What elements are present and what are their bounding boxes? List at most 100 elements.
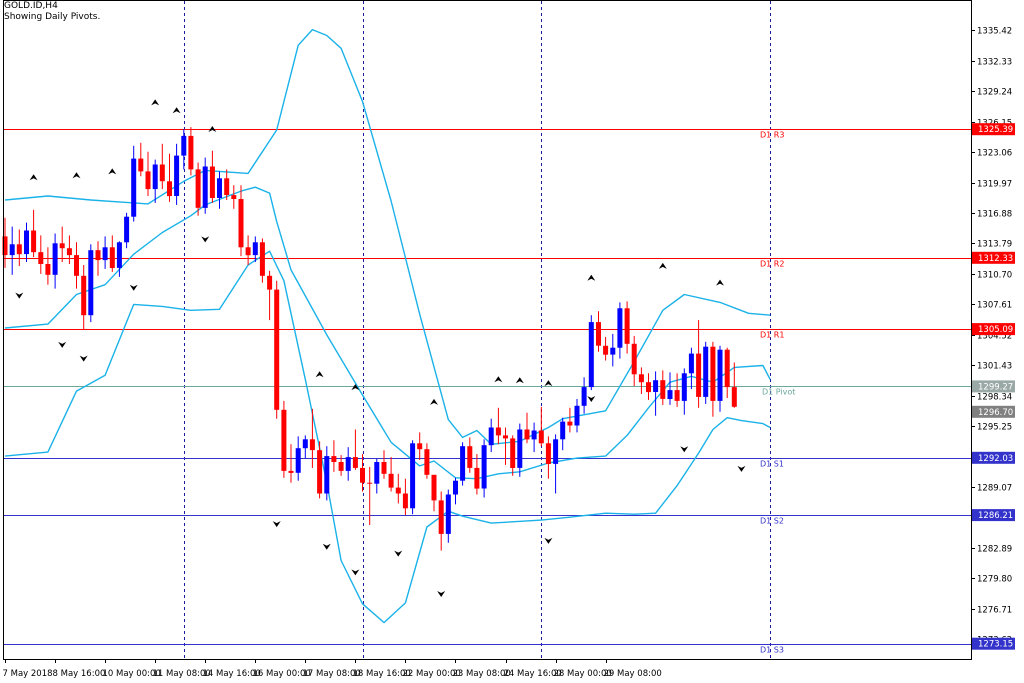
bear-candle xyxy=(431,474,437,512)
fractal-up-arrow xyxy=(716,279,724,286)
candle-body xyxy=(717,349,723,401)
bear-candle xyxy=(195,162,201,216)
fractal-down-arrow xyxy=(680,446,689,453)
bull-candle xyxy=(581,377,587,414)
candle-body xyxy=(596,322,601,346)
bear-candle xyxy=(2,217,8,268)
bear-candle xyxy=(267,270,273,321)
fractal-up-arrow xyxy=(658,262,667,269)
candle-body xyxy=(174,155,180,196)
candle-body xyxy=(317,450,323,494)
candle-body xyxy=(109,247,115,268)
candle-body xyxy=(388,473,394,488)
bear-candle xyxy=(309,408,315,468)
price-tag-box xyxy=(972,637,1015,650)
bear-candle xyxy=(167,153,172,202)
candle-body xyxy=(59,243,65,249)
fractal-down-arrow xyxy=(587,395,596,402)
bull-candle xyxy=(553,434,559,494)
bear-candle xyxy=(696,320,702,408)
bear-candle xyxy=(596,311,601,352)
fractal-up-arrow xyxy=(351,384,360,391)
bear-candle xyxy=(31,209,37,258)
candle-body xyxy=(495,427,501,436)
bull-candle xyxy=(152,159,158,203)
bull-candle xyxy=(531,422,537,453)
candle-body xyxy=(688,353,694,374)
candle-body xyxy=(503,435,508,439)
bull-candle xyxy=(24,222,29,262)
candle-body xyxy=(331,456,337,462)
candle-body xyxy=(438,500,444,534)
price-tag-box xyxy=(972,323,1015,336)
price-axis-label: 1313.79 xyxy=(977,240,1012,250)
candle-body xyxy=(352,457,358,468)
fractal-down-arrow xyxy=(544,537,553,544)
price-tag-label: 1312.33 xyxy=(978,254,1013,264)
price-axis-label: 1282.89 xyxy=(977,545,1012,555)
bull-candle xyxy=(717,345,723,412)
fractal-up-arrow xyxy=(544,380,553,387)
candle-body xyxy=(152,164,158,190)
bear-candle xyxy=(45,247,51,285)
candle-body xyxy=(267,275,273,290)
bear-candle xyxy=(231,185,237,209)
candle-body xyxy=(381,462,387,474)
bear-candle xyxy=(224,169,230,200)
candle-body xyxy=(445,494,451,534)
bear-candle xyxy=(59,226,65,262)
time-axis-label: 22 May 00:00 xyxy=(403,669,461,679)
candle-body xyxy=(646,382,651,393)
candle-body xyxy=(81,275,87,316)
bull-candle xyxy=(453,477,458,505)
bull-candle xyxy=(488,418,494,453)
candle-body xyxy=(467,446,473,468)
bear-candle xyxy=(603,336,609,361)
candle-body xyxy=(696,353,702,397)
candle-body xyxy=(281,409,287,471)
candle-body xyxy=(209,166,215,198)
fractal-down-arrow xyxy=(79,355,88,362)
price-tag-label: 1296.70 xyxy=(978,408,1013,418)
price-tag-box xyxy=(972,509,1015,522)
price-tag-box xyxy=(972,451,1015,464)
candle-body xyxy=(638,374,644,383)
bull-candle xyxy=(588,315,594,391)
candle-body xyxy=(324,456,330,494)
fractal-down-arrow xyxy=(437,591,446,598)
candle-body xyxy=(481,445,487,489)
day-separators xyxy=(184,1,771,659)
time-axis-label: 10 May 00:00 xyxy=(103,669,161,679)
candle-body xyxy=(453,480,458,495)
fractal-down-arrow xyxy=(737,465,746,472)
fractal-up-arrow xyxy=(587,274,596,281)
candle-body xyxy=(431,474,437,501)
fractal-up-arrow xyxy=(430,398,438,405)
bear-candle xyxy=(438,491,444,551)
candle-body xyxy=(131,158,137,217)
bear-candle xyxy=(545,436,551,479)
fractal-down-arrow xyxy=(394,550,403,557)
price-tag: 1296.70 xyxy=(972,405,1015,418)
fractal-up-arrow xyxy=(151,99,160,106)
price-axis-label: 1276.71 xyxy=(977,606,1012,616)
candle-body xyxy=(74,255,79,276)
price-tag-label: 1286.21 xyxy=(978,511,1013,521)
candle-body xyxy=(195,169,201,208)
candle-body xyxy=(360,467,365,483)
candle-body xyxy=(588,322,594,388)
bull-candle xyxy=(302,435,308,459)
price-axis-label: 1289.07 xyxy=(977,484,1012,494)
candle-body xyxy=(581,387,587,406)
candle-body xyxy=(88,250,94,316)
bull-candle xyxy=(574,399,580,433)
candle-body xyxy=(567,421,573,426)
candle-body xyxy=(731,387,737,407)
bear-candle xyxy=(402,478,408,516)
price-tag-box xyxy=(972,123,1015,136)
price-axis-label: 1329.24 xyxy=(977,88,1012,98)
fractal-down-arrow xyxy=(15,292,24,299)
candle-body xyxy=(9,244,15,256)
